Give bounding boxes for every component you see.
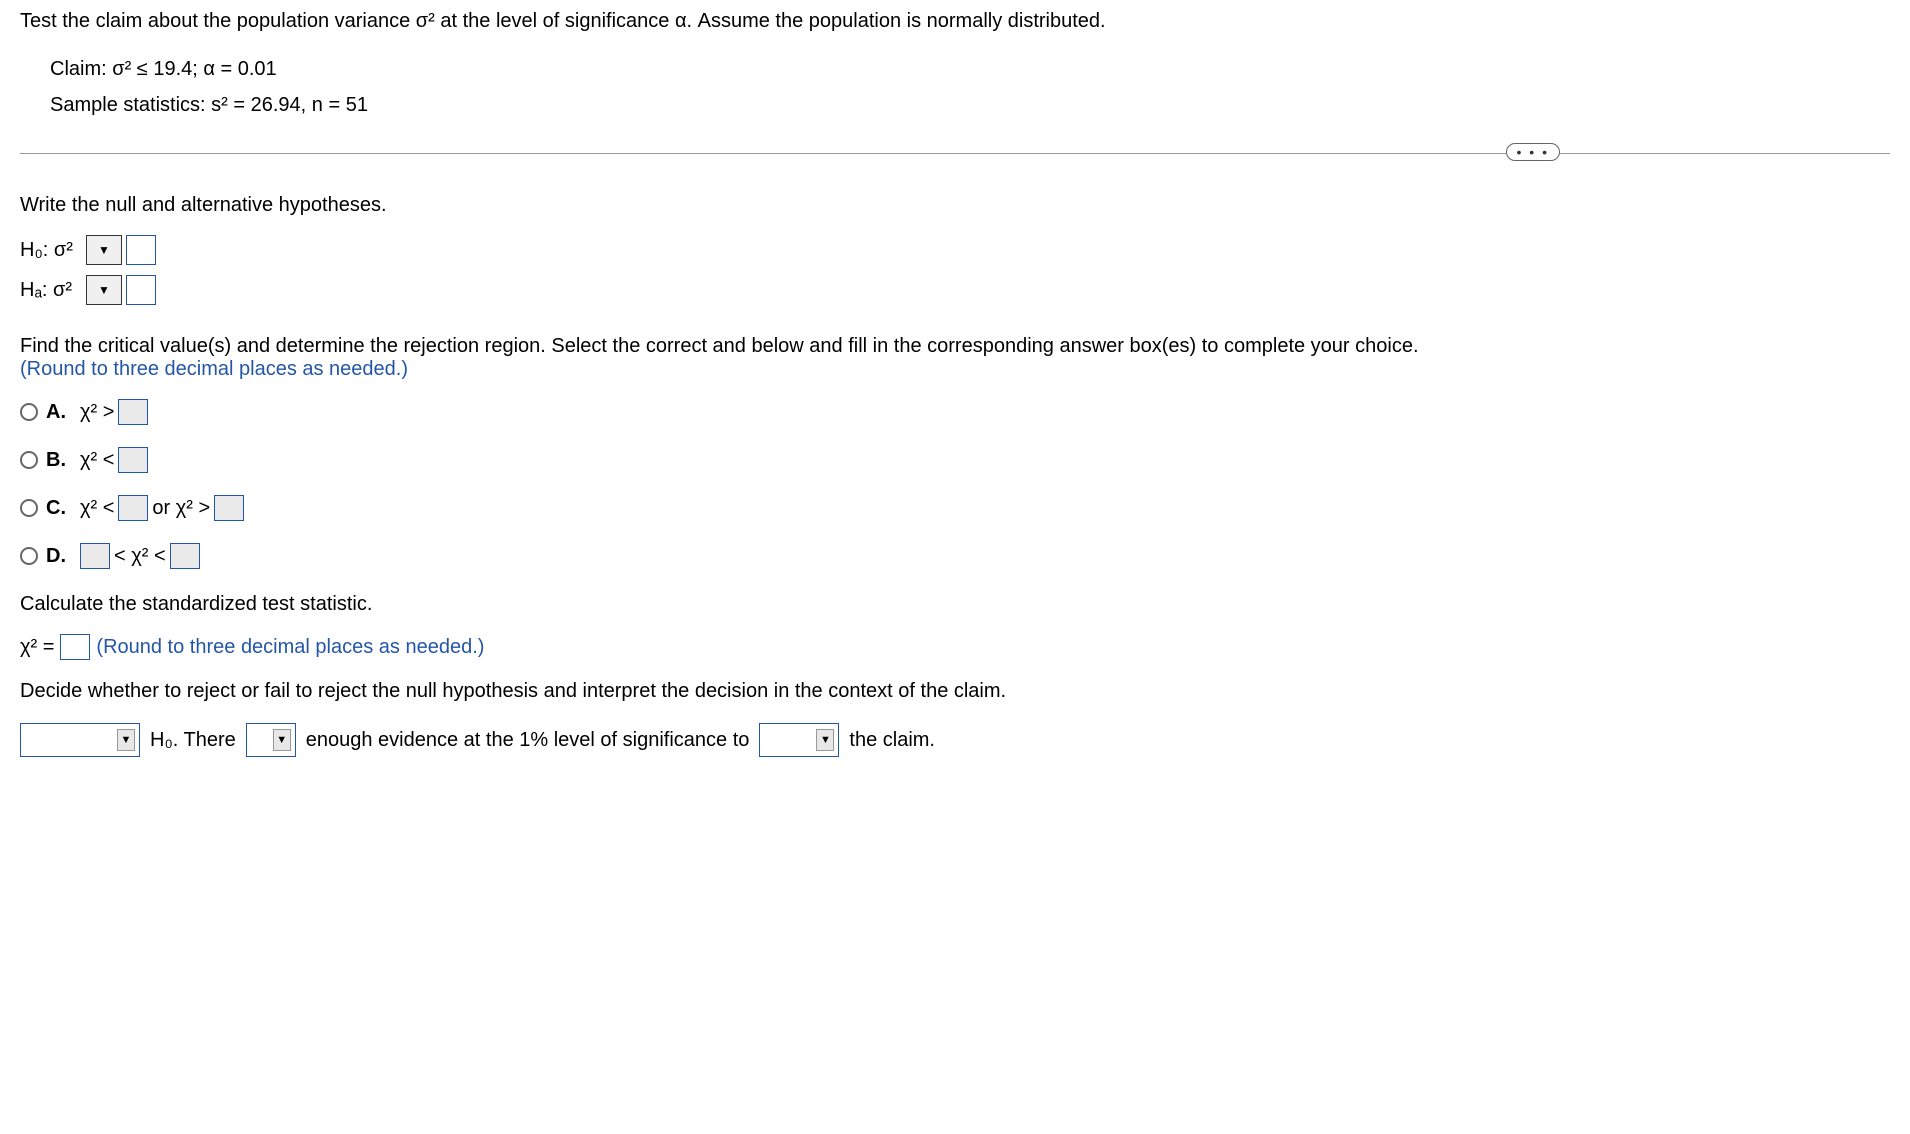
divider-line (20, 153, 1890, 154)
dropdown-arrow-icon: ▼ (273, 729, 291, 751)
option-a-letter: A. (46, 401, 66, 424)
radio-c[interactable] (20, 499, 38, 517)
sample-stats-line: Sample statistics: s² = 26.94, n = 51 (50, 87, 1890, 123)
final-seg1: H₀. There (150, 729, 236, 752)
option-d-letter: D. (46, 545, 66, 568)
option-d-expr: < χ² < (80, 543, 200, 569)
option-d-input2[interactable] (170, 543, 200, 569)
option-b-expr: χ² < (80, 447, 148, 473)
intro-text: Test the claim about the population vari… (20, 10, 1890, 33)
option-c-text1: χ² < (80, 497, 114, 520)
dropdown-arrow-icon: ▼ (117, 729, 135, 751)
option-c-expr: χ² < or χ² > (80, 495, 244, 521)
final-seg3: the claim. (849, 729, 935, 752)
option-c: C. χ² < or χ² > (20, 495, 1890, 521)
chi-squared-equals: χ² = (20, 636, 54, 659)
dropdown-arrow-icon: ▼ (816, 729, 834, 751)
reject-dropdown[interactable]: ▼ (20, 723, 140, 757)
option-a-text: χ² > (80, 401, 114, 424)
divider: • • • (20, 153, 1890, 154)
option-d-text: < χ² < (114, 545, 166, 568)
ha-row: Hₐ: σ² ▼ (20, 275, 1890, 305)
option-b-input[interactable] (118, 447, 148, 473)
test-statistic-prompt: Calculate the standardized test statisti… (20, 593, 1890, 616)
h0-label: H₀: σ² (20, 239, 82, 262)
critical-value-prompt: Find the critical value(s) and determine… (20, 335, 1890, 358)
ha-label: Hₐ: σ² (20, 279, 82, 302)
h0-row: H₀: σ² ▼ (20, 235, 1890, 265)
option-c-text2: or χ² > (152, 497, 210, 520)
support-dropdown[interactable]: ▼ (759, 723, 839, 757)
radio-d[interactable] (20, 547, 38, 565)
h0-value-input[interactable] (126, 235, 156, 265)
option-d-input1[interactable] (80, 543, 110, 569)
radio-b[interactable] (20, 451, 38, 469)
options-block: A. χ² > B. χ² < C. χ² < or χ² > D. < χ² … (20, 399, 1890, 569)
option-b: B. χ² < (20, 447, 1890, 473)
decision-prompt: Decide whether to reject or fail to reje… (20, 680, 1890, 703)
claim-section: Claim: σ² ≤ 19.4; α = 0.01 Sample statis… (50, 51, 1890, 123)
ha-value-input[interactable] (126, 275, 156, 305)
test-statistic-row: χ² = (Round to three decimal places as n… (20, 634, 1890, 660)
ha-operator-dropdown[interactable]: ▼ (86, 275, 122, 305)
option-a-expr: χ² > (80, 399, 148, 425)
option-c-input2[interactable] (214, 495, 244, 521)
option-a-input[interactable] (118, 399, 148, 425)
hypotheses-prompt: Write the null and alternative hypothese… (20, 194, 1890, 217)
final-seg2: enough evidence at the 1% level of signi… (306, 729, 750, 752)
evidence-dropdown[interactable]: ▼ (246, 723, 296, 757)
option-d: D. < χ² < (20, 543, 1890, 569)
option-b-text: χ² < (80, 449, 114, 472)
h0-operator-dropdown[interactable]: ▼ (86, 235, 122, 265)
option-c-input1[interactable] (118, 495, 148, 521)
option-c-letter: C. (46, 497, 66, 520)
rounding-note-1: (Round to three decimal places as needed… (20, 358, 1890, 381)
radio-a[interactable] (20, 403, 38, 421)
option-a: A. χ² > (20, 399, 1890, 425)
option-b-letter: B. (46, 449, 66, 472)
final-answer-row: ▼ H₀. There ▼ enough evidence at the 1% … (20, 723, 1890, 757)
more-options-pill[interactable]: • • • (1506, 143, 1560, 161)
test-statistic-input[interactable] (60, 634, 90, 660)
claim-line: Claim: σ² ≤ 19.4; α = 0.01 (50, 51, 1890, 87)
rounding-note-2: (Round to three decimal places as needed… (96, 636, 484, 659)
